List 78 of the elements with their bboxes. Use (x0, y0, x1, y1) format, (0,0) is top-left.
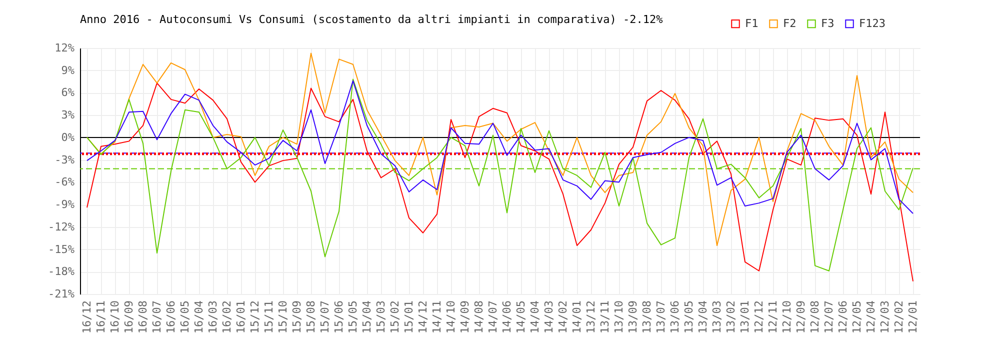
x-tick-label: 15/03 (374, 300, 388, 334)
x-tick-label: 14/02 (556, 300, 570, 334)
x-tick-label: 16/09 (122, 300, 136, 334)
x-tick-label: 16/10 (108, 300, 122, 334)
y-tick-label: -3% (54, 153, 75, 166)
legend-label: F2 (783, 16, 796, 30)
x-tick-label: 13/01 (738, 300, 752, 334)
x-tick-label: 15/10 (276, 300, 290, 334)
x-tick-label: 13/10 (612, 300, 626, 334)
x-tick-label: 12/05 (850, 300, 864, 334)
line-series (86, 52, 914, 246)
x-tick-label: 15/09 (290, 300, 304, 334)
x-tick-label: 16/03 (206, 300, 220, 334)
x-tick-label: 15/12 (248, 300, 262, 334)
x-tick-label: 14/03 (542, 300, 556, 334)
x-tick-label: 16/12 (80, 300, 94, 334)
x-tick-label: 15/05 (346, 300, 360, 334)
x-tick-label: 13/08 (640, 300, 654, 334)
y-tick-label: -21% (48, 288, 75, 300)
y-tick-label: -15% (48, 242, 75, 256)
x-tick-label: 13/05 (682, 300, 696, 334)
x-tick-label: 14/08 (472, 300, 486, 334)
x-tick-label: 12/02 (892, 300, 906, 334)
x-tick-label: 14/11 (430, 300, 444, 334)
y-tick-label: -9% (54, 198, 75, 212)
legend-label: F1 (745, 16, 758, 30)
x-tick-label: 13/03 (710, 300, 724, 334)
x-tick-label: 12/07 (822, 300, 836, 334)
x-tick-label: 13/04 (696, 300, 710, 334)
x-tick-label: 13/06 (668, 300, 682, 334)
x-tick-label: 15/02 (388, 300, 402, 334)
x-tick-label: 16/11 (94, 300, 108, 334)
y-tick-label: -18% (48, 265, 75, 278)
x-tick-label: 14/06 (500, 300, 514, 334)
x-tick-label: 15/01 (402, 300, 416, 334)
x-tick-label: 12/01 (906, 300, 920, 334)
x-tick-label: 12/04 (864, 300, 878, 334)
chart-title: Anno 2016 - Autoconsumi Vs Consumi (scostamento da altri impianti in comparativa) -2.12% (80, 13, 664, 26)
x-tick-label: 13/09 (626, 300, 640, 334)
y-tick-label: 6% (61, 86, 75, 100)
x-tick-label: 12/09 (794, 300, 808, 334)
y-tick-label: 3% (61, 108, 75, 122)
x-tick-label: 12/11 (766, 300, 780, 334)
x-tick-label: 16/06 (164, 300, 178, 334)
x-tick-label: 15/06 (332, 300, 346, 334)
legend-label: F3 (821, 16, 834, 30)
x-tick-label: 12/08 (808, 300, 822, 334)
x-tick-label: 12/03 (878, 300, 892, 334)
x-tick-label: 16/04 (192, 300, 206, 334)
x-tick-label: 14/04 (528, 300, 542, 334)
x-tick-label: 12/10 (780, 300, 794, 334)
x-tick-label: 16/01 (234, 300, 248, 334)
x-tick-label: 14/01 (570, 300, 584, 334)
y-tick-label: 12% (54, 42, 75, 54)
x-tick-label: 15/07 (318, 300, 332, 334)
x-tick-label: 13/02 (724, 300, 738, 334)
x-tick-label: 14/12 (416, 300, 430, 334)
x-tick-label: 15/08 (304, 300, 318, 334)
y-tick-label: -12% (48, 220, 75, 234)
x-tick-label: 14/09 (458, 300, 472, 334)
x-tick-label: 14/10 (444, 300, 458, 334)
x-tick-label: 16/05 (178, 300, 192, 334)
x-tick-label: 16/07 (150, 300, 164, 334)
x-tick-label: 12/06 (836, 300, 850, 334)
x-tick-label: 13/07 (654, 300, 668, 334)
legend-label: F123 (859, 16, 886, 30)
x-tick-label: 13/12 (584, 300, 598, 334)
x-tick-label: 16/02 (220, 300, 234, 334)
x-tick-label: 13/11 (598, 300, 612, 334)
y-tick-label: -6% (54, 176, 75, 189)
x-tick-label: 15/04 (360, 300, 374, 334)
x-tick-label: 14/05 (514, 300, 528, 334)
x-tick-label: 16/08 (136, 300, 150, 334)
y-tick-label: 9% (61, 64, 75, 77)
x-tick-label: 14/07 (486, 300, 500, 334)
x-tick-label: 15/11 (262, 300, 276, 334)
y-tick-label: 0% (61, 130, 75, 144)
x-tick-label: 12/12 (752, 300, 766, 334)
